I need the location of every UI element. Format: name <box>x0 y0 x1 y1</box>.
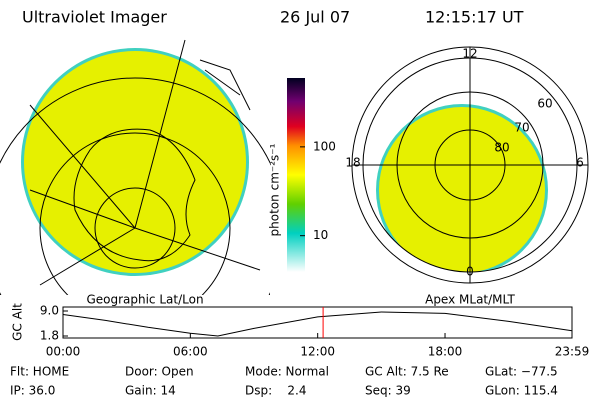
mlt-label: 18 <box>345 156 360 170</box>
lat-label: 80 <box>494 141 509 155</box>
colorbar-tick-label: 10 <box>313 228 328 242</box>
title: Ultraviolet Imager <box>22 8 167 27</box>
y-label: GC Alt <box>11 303 25 341</box>
x-tick-label: 18:00 <box>428 345 463 359</box>
mlt-label: 12 <box>462 47 477 61</box>
status-field: Mode: Normal <box>245 365 329 379</box>
status-field: Dsp: 2.4 <box>245 384 307 398</box>
status-field: Flt: HOME <box>10 365 69 379</box>
x-tick-label: 23:59 <box>555 345 590 359</box>
lat-label: 70 <box>514 121 529 135</box>
colorbar-label: photon cm⁻²s⁻¹ <box>268 143 282 236</box>
colorbar-tick-label: 100 <box>313 139 336 153</box>
mlt-label: 6 <box>576 156 584 170</box>
date: 26 Jul 07 <box>280 8 350 27</box>
status-field: Door: Open <box>125 365 194 379</box>
status-field: GC Alt: 7.5 Re <box>365 365 449 379</box>
status-field: Gain: 14 <box>125 384 176 398</box>
right-label: Apex MLat/MLT <box>425 293 515 307</box>
colorbar <box>287 78 305 272</box>
y-tick-label: 9.0 <box>40 304 59 318</box>
status-field: GLat: −77.5 <box>485 365 558 379</box>
status-field: IP: 36.0 <box>10 384 55 398</box>
x-tick-label: 06:00 <box>173 345 208 359</box>
time: 12:15:17 UT <box>425 8 524 27</box>
geo-map <box>0 39 270 295</box>
status-field: Seq: 39 <box>365 384 411 398</box>
status-field: GLon: 115.4 <box>485 384 558 398</box>
mlt-label: 0 <box>466 265 474 279</box>
x-tick-label: 12:00 <box>300 345 335 359</box>
lat-label: 60 <box>537 97 552 111</box>
polar-plot <box>351 46 589 284</box>
altitude-line <box>62 311 573 337</box>
x-tick-label: 00:00 <box>46 345 81 359</box>
y-tick-label: 1.8 <box>40 329 59 343</box>
left-label: Geographic Lat/Lon <box>86 293 203 307</box>
